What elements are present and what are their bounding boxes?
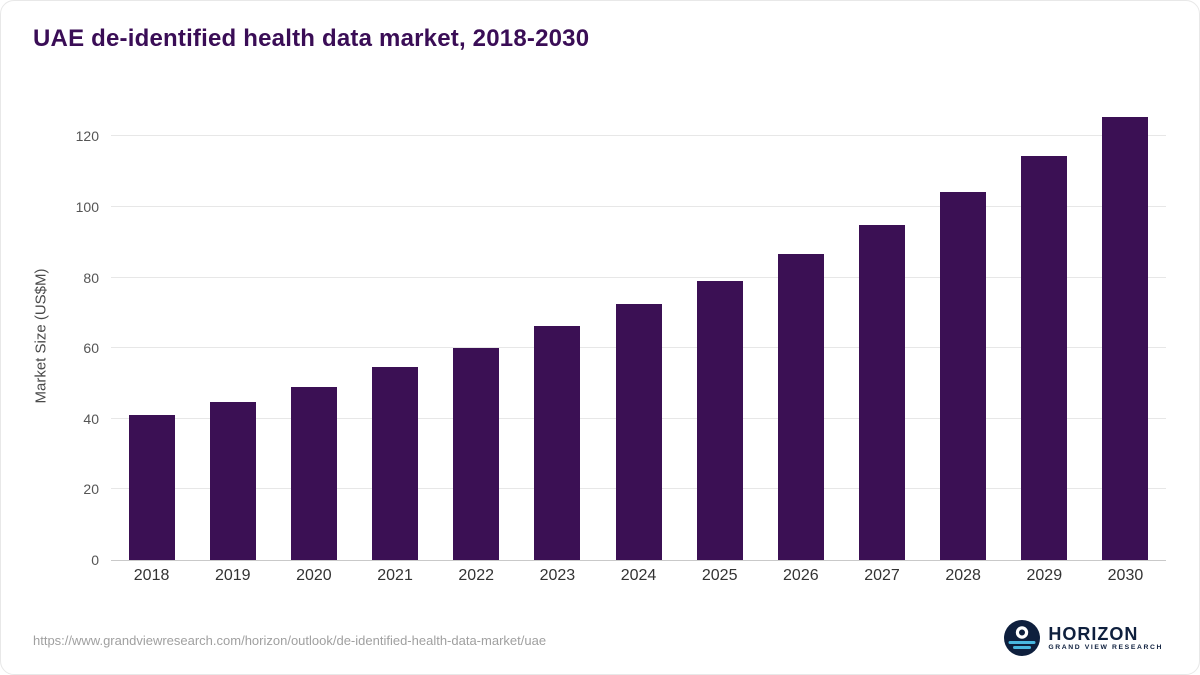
bar-slot <box>354 101 435 560</box>
x-tick-label: 2025 <box>701 567 738 584</box>
y-tick-label: 60 <box>83 340 99 357</box>
bar-2021 <box>372 366 419 560</box>
bar-slot <box>841 101 922 560</box>
x-tick-label: 2022 <box>458 567 494 584</box>
bar-2030 <box>1102 116 1149 560</box>
x-tick-label: 2019 <box>214 567 251 584</box>
bar-series <box>111 101 1166 560</box>
bar-slot <box>111 101 192 560</box>
logo-text-primary: HORIZON <box>1048 624 1139 645</box>
x-tick-label: 2029 <box>1026 567 1063 584</box>
y-tick-label: 0 <box>91 552 99 568</box>
x-tick-label: 2023 <box>539 567 576 584</box>
x-tick-label: 2020 <box>296 567 332 584</box>
gridline <box>111 205 1166 207</box>
bar-2029 <box>1021 156 1068 560</box>
x-tick-label: 2030 <box>1107 567 1144 584</box>
bar-2027 <box>858 224 905 560</box>
bar-slot <box>679 101 760 560</box>
source-url: https://www.grandviewresearch.com/horizo… <box>33 633 547 648</box>
chart-title: UAE de-identified health data market, 20… <box>33 25 590 52</box>
bar-2022 <box>453 348 500 560</box>
bar-slot <box>436 101 517 560</box>
bar-slot <box>760 101 841 560</box>
bar-2019 <box>209 402 256 560</box>
bar-slot <box>923 101 1004 560</box>
gridline <box>111 135 1166 137</box>
x-axis-labels: 2018 2019 2020 2021 2022 2023 2024 2025 2026 2027… <box>111 567 1166 585</box>
y-tick-label: 40 <box>83 410 99 427</box>
logo-text-secondary: GRAND VIEW RESEARCH <box>1048 643 1163 651</box>
bar-2028 <box>940 192 987 560</box>
horizon-logo-icon <box>1004 620 1041 656</box>
bar-2020 <box>290 387 337 560</box>
y-tick-label: 80 <box>83 269 99 286</box>
y-tick-label: 100 <box>75 198 99 215</box>
bar-slot <box>517 101 598 560</box>
y-axis-title: Market Size (US$M) <box>32 268 50 404</box>
x-tick-label: 2024 <box>620 567 657 584</box>
horizon-logo: HORIZON GRAND VIEW RESEARCH <box>1004 620 1163 656</box>
bar-2018 <box>128 415 175 560</box>
bar-slot <box>598 101 679 560</box>
bar-2023 <box>534 325 581 560</box>
y-tick-label: 120 <box>75 128 99 145</box>
horizon-logo-text: HORIZON GRAND VIEW RESEARCH <box>1048 625 1163 651</box>
plot-area: 0 20 40 60 80 100 120 <box>76 101 1166 568</box>
x-tick-label: 2026 <box>783 567 819 584</box>
bar-2026 <box>777 254 824 560</box>
y-tick-label: 20 <box>83 481 99 498</box>
bar-2024 <box>615 304 662 560</box>
gridline <box>111 276 1166 278</box>
bar-slot <box>1085 101 1166 560</box>
bar-slot <box>192 101 273 560</box>
bar-slot <box>273 101 354 560</box>
x-tick-label: 2021 <box>377 567 413 584</box>
bar-slot <box>1004 101 1085 560</box>
x-tick-label: 2018 <box>133 567 170 584</box>
x-tick-label: 2028 <box>945 567 981 584</box>
x-tick-label: 2027 <box>864 567 900 584</box>
bar-2025 <box>696 281 743 560</box>
